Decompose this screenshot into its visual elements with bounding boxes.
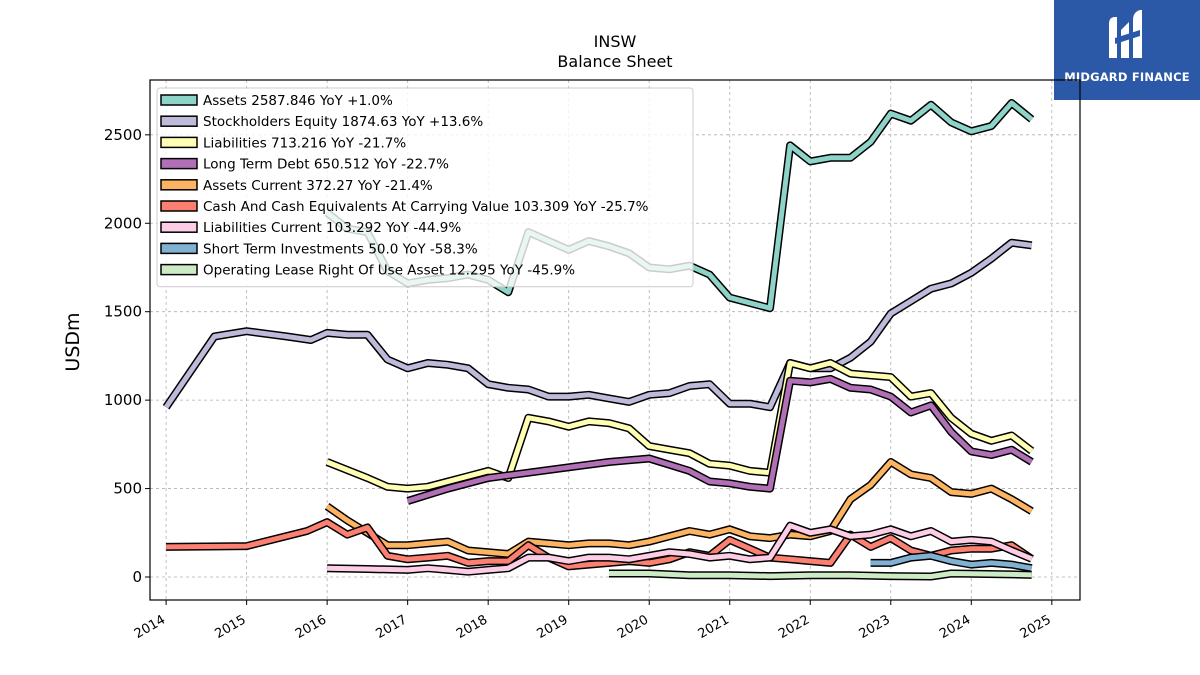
series-liabilities-current bbox=[327, 521, 1034, 576]
chart-subtitle: Balance Sheet bbox=[557, 52, 673, 71]
x-tick-label: 2014 bbox=[132, 612, 168, 642]
legend-swatch bbox=[160, 179, 198, 191]
x-tick-label: 2017 bbox=[374, 612, 410, 642]
x-tick-label: 2022 bbox=[776, 612, 812, 642]
legend-swatch bbox=[160, 200, 198, 212]
legend-label: Assets 2587.846 YoY +1.0% bbox=[203, 93, 393, 109]
brand-mark-icon bbox=[1109, 10, 1142, 58]
legend-label: Stockholders Equity 1874.63 YoY +13.6% bbox=[203, 114, 483, 130]
x-tick-label: 2025 bbox=[1018, 612, 1054, 642]
series-line bbox=[326, 360, 1034, 492]
legend: Assets 2587.846 YoY +1.0% Stockholders Eq… bbox=[156, 87, 694, 288]
legend-label: Operating Lease Right Of Use Asset 12.29… bbox=[203, 263, 575, 279]
series-long-term-debt bbox=[406, 374, 1034, 505]
x-tick-label: 2016 bbox=[293, 612, 329, 642]
series-line bbox=[609, 571, 1032, 579]
legend-swatch bbox=[160, 136, 198, 149]
y-tick-label: 500 bbox=[113, 480, 142, 498]
series-assets-current bbox=[324, 458, 1034, 558]
y-tick-label: 1500 bbox=[104, 303, 142, 321]
series-liabilities bbox=[325, 359, 1035, 493]
y-tick-label: 2500 bbox=[104, 126, 142, 144]
legend-swatch bbox=[160, 242, 198, 255]
series-line bbox=[327, 523, 1033, 575]
legend-swatch bbox=[160, 263, 198, 276]
series-line bbox=[325, 459, 1033, 557]
x-tick-label: 2018 bbox=[454, 612, 490, 642]
series-short-term-investments bbox=[870, 551, 1033, 573]
series-line bbox=[166, 519, 1034, 569]
legend-swatch bbox=[160, 115, 198, 127]
series-cash-and-cash-equivalents-at-carrying-value bbox=[166, 518, 1034, 571]
legend-swatch bbox=[160, 221, 198, 233]
brand-logo: MIDGARD FINANCE bbox=[1054, 0, 1200, 100]
series-operating-lease-right-of-use-asset bbox=[609, 569, 1032, 581]
y-tick-label: 1000 bbox=[104, 391, 142, 409]
legend-label: Liabilities 713.216 YoY -21.7% bbox=[203, 135, 406, 151]
series-line bbox=[406, 376, 1033, 504]
series-line bbox=[164, 240, 1033, 410]
x-tick-label: 2015 bbox=[212, 612, 248, 642]
legend-label: Assets Current 372.27 YoY -21.4% bbox=[203, 178, 433, 194]
legend-box bbox=[156, 87, 694, 288]
y-tick-label: 2000 bbox=[104, 214, 142, 232]
chart-title: INSW bbox=[593, 32, 637, 51]
legend-swatch bbox=[160, 94, 198, 106]
legend-swatch bbox=[160, 157, 198, 170]
x-tick-label: 2020 bbox=[615, 612, 651, 642]
series-stockholders-equity bbox=[162, 238, 1033, 412]
y-axis-label: USDm bbox=[62, 312, 84, 371]
series-line bbox=[870, 553, 1033, 571]
x-tick-label: 2019 bbox=[535, 612, 571, 642]
y-tick-label: 0 bbox=[132, 568, 142, 586]
plot-frame bbox=[149, 79, 1081, 601]
x-tick-label: 2024 bbox=[937, 612, 973, 642]
legend-label: Liabilities Current 103.292 YoY -44.9% bbox=[203, 220, 461, 236]
legend-label: Long Term Debt 650.512 YoY -22.7% bbox=[203, 157, 449, 173]
legend-label: Cash And Cash Equivalents At Carrying Va… bbox=[203, 199, 649, 215]
x-tick-label: 2021 bbox=[696, 612, 732, 642]
legend-label: Short Term Investments 50.0 YoY -58.3% bbox=[203, 241, 478, 257]
brand-name: MIDGARD FINANCE bbox=[1064, 70, 1190, 84]
x-tick-label: 2023 bbox=[857, 612, 893, 642]
